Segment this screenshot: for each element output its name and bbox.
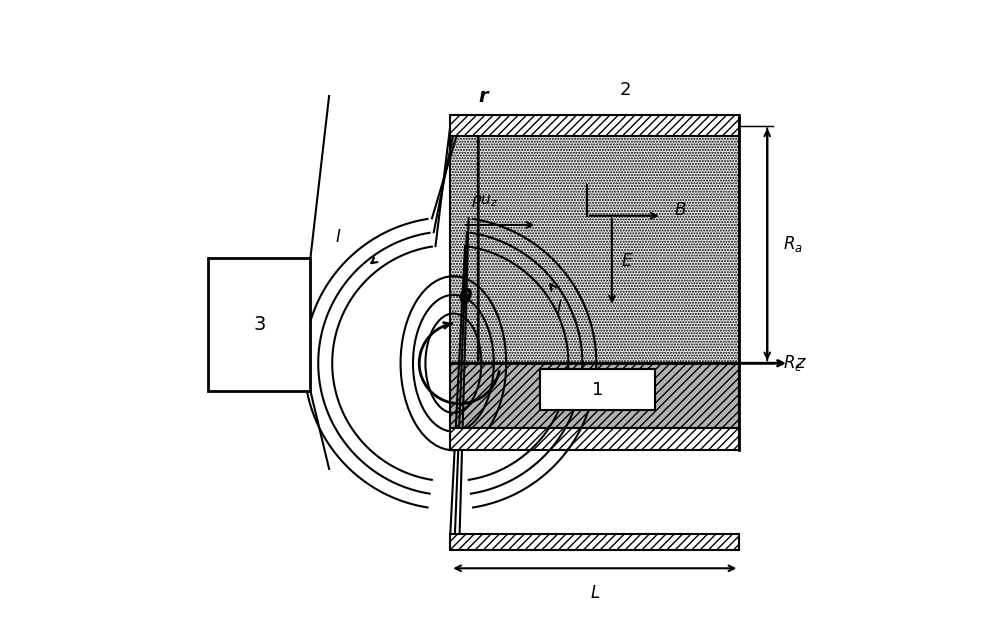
Text: $z$: $z$ [795,354,807,372]
Text: 1: 1 [592,381,604,399]
Bar [450,534,739,550]
Bar [540,369,655,410]
Bar [450,137,739,363]
Text: $R_c$: $R_c$ [783,353,803,373]
Bar [450,137,739,363]
Text: $\rho u_z$: $\rho u_z$ [471,193,498,209]
Bar [450,428,739,450]
Text: $B$: $B$ [674,201,686,219]
Bar [450,363,739,428]
Text: $\boldsymbol{\theta}$: $\boldsymbol{\theta}$ [458,288,473,307]
Bar [208,258,310,391]
Text: $L$: $L$ [590,584,600,602]
Text: 3: 3 [253,315,265,334]
Text: $R_a$: $R_a$ [783,234,803,255]
Text: 2: 2 [620,81,632,99]
Text: $I$: $I$ [556,299,563,317]
Text: $I$: $I$ [335,228,341,246]
Bar [450,115,739,137]
Text: $\boldsymbol{r}$: $\boldsymbol{r}$ [478,87,491,106]
Text: $E$: $E$ [621,252,634,270]
